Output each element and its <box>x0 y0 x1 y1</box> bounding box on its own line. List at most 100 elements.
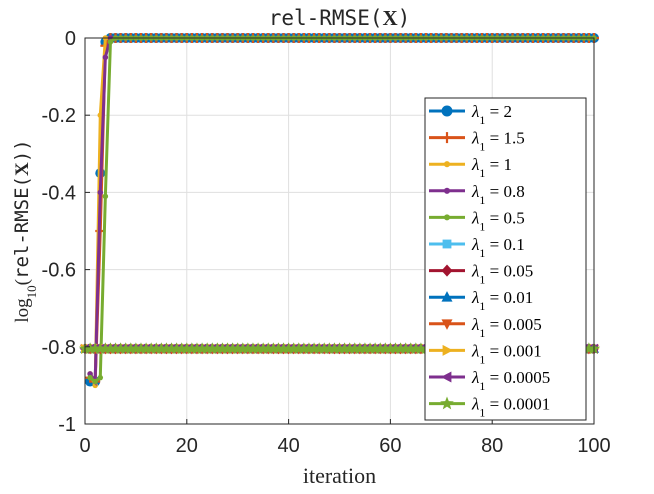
legend-entry: λ1 = 2 <box>429 102 512 127</box>
data-point <box>441 264 453 277</box>
data-point <box>323 342 336 354</box>
data-point <box>211 342 224 354</box>
data-point <box>190 342 204 354</box>
data-point <box>302 342 316 354</box>
y-tick-label: -0.6 <box>42 260 76 282</box>
legend-entry: λ1 = 0.05 <box>429 262 533 287</box>
x-tick-label: 80 <box>481 435 503 457</box>
data-point <box>307 342 321 354</box>
x-tick-label: 40 <box>277 435 299 457</box>
data-point <box>441 319 453 330</box>
data-point <box>155 342 168 354</box>
data-point <box>441 132 453 144</box>
data-point <box>109 342 122 354</box>
legend-entry: λ1 = 0.8 <box>429 182 525 207</box>
data-point <box>226 342 239 354</box>
data-point <box>441 291 453 302</box>
legend-entry: λ1 = 1 <box>429 155 512 180</box>
data-point <box>443 161 451 168</box>
y-tick-label: -0.8 <box>42 337 76 359</box>
x-tick-label: 0 <box>79 435 90 457</box>
data-point <box>582 342 596 354</box>
data-point <box>144 342 158 354</box>
data-point <box>328 342 341 354</box>
data-point <box>443 214 451 221</box>
data-point <box>262 342 275 354</box>
legend-label: λ1 = 0.05 <box>471 262 533 287</box>
data-point <box>287 342 300 354</box>
data-point <box>107 39 114 45</box>
data-point <box>318 342 331 354</box>
x-tick-label: 100 <box>577 435 610 457</box>
data-point <box>389 342 402 354</box>
data-point <box>185 342 199 354</box>
legend-entry: λ1 = 0.01 <box>429 288 533 313</box>
data-point <box>175 342 188 354</box>
data-point <box>404 342 417 354</box>
data-point <box>414 342 428 354</box>
data-point <box>206 342 219 354</box>
data-point <box>384 342 397 354</box>
data-point <box>97 374 104 381</box>
legend-label: λ1 = 1 <box>471 155 512 180</box>
data-point <box>297 342 311 354</box>
legend-label: λ1 = 0.0005 <box>471 368 550 393</box>
legend-label: λ1 = 0.005 <box>471 315 542 340</box>
legend-box <box>424 97 587 421</box>
data-point <box>441 105 453 117</box>
data-point <box>124 342 137 354</box>
data-point <box>99 342 112 354</box>
data-point <box>394 342 407 354</box>
data-point <box>88 342 102 354</box>
plot-frame <box>84 37 595 425</box>
legend-label: λ1 = 1.5 <box>471 129 525 154</box>
data-point <box>221 342 234 354</box>
data-point <box>139 342 153 354</box>
data-point <box>94 342 107 354</box>
y-axis-label: log10(rel-RMSE(X)) <box>11 139 39 322</box>
x-tick-label: 20 <box>176 435 198 457</box>
data-point <box>363 342 377 354</box>
legend-label: λ1 = 0.01 <box>471 288 533 313</box>
data-point <box>102 193 109 200</box>
ticks: 0 20 40 60 80 100 0 -0.2 -0.4 -0.6 -0.8 -1 <box>42 28 611 457</box>
data-point <box>87 374 93 381</box>
chart-title: rel-RMSE(X) <box>269 6 411 30</box>
legend-label: λ1 = 0.0001 <box>471 395 550 420</box>
legend: λ1 = 2λ1 = 1.5λ1 = 1λ1 = 0.8λ1 = 0.5λ1 =… <box>424 97 587 421</box>
data-point <box>379 342 392 354</box>
data-point <box>277 342 290 354</box>
data-point <box>87 371 93 377</box>
legend-entry: λ1 = 0.005 <box>429 315 542 340</box>
legend-label: λ1 = 0.1 <box>471 235 525 260</box>
data-point <box>353 342 367 354</box>
data-point <box>150 342 163 354</box>
data-point <box>200 342 214 354</box>
data-point <box>165 342 178 354</box>
legend-label: λ1 = 0.001 <box>471 341 542 366</box>
data-point <box>333 342 346 354</box>
y-tick-label: -1 <box>58 414 76 436</box>
data-point <box>256 342 270 354</box>
x-axis-label: iteration <box>303 463 376 488</box>
data-point <box>251 342 265 354</box>
data-point <box>195 342 209 354</box>
data-point <box>134 342 148 354</box>
data-point <box>92 378 98 385</box>
y-tick-label: 0 <box>65 28 76 50</box>
data-point <box>348 342 361 354</box>
data-point <box>292 342 305 354</box>
legend-entry: λ1 = 0.0001 <box>429 395 550 420</box>
data-point <box>312 342 326 354</box>
data-point <box>282 342 295 354</box>
data-point <box>236 342 249 354</box>
legend-label: λ1 = 0.8 <box>471 182 525 207</box>
data-point <box>343 342 356 354</box>
data-point <box>409 342 423 354</box>
data-point <box>97 189 104 196</box>
data-point <box>83 342 97 354</box>
y-tick-label: -0.4 <box>42 182 76 204</box>
y-tick-label: -0.2 <box>42 105 76 127</box>
legend-entry: λ1 = 0.5 <box>429 208 525 233</box>
legend-entry: λ1 = 0.0005 <box>429 368 550 393</box>
